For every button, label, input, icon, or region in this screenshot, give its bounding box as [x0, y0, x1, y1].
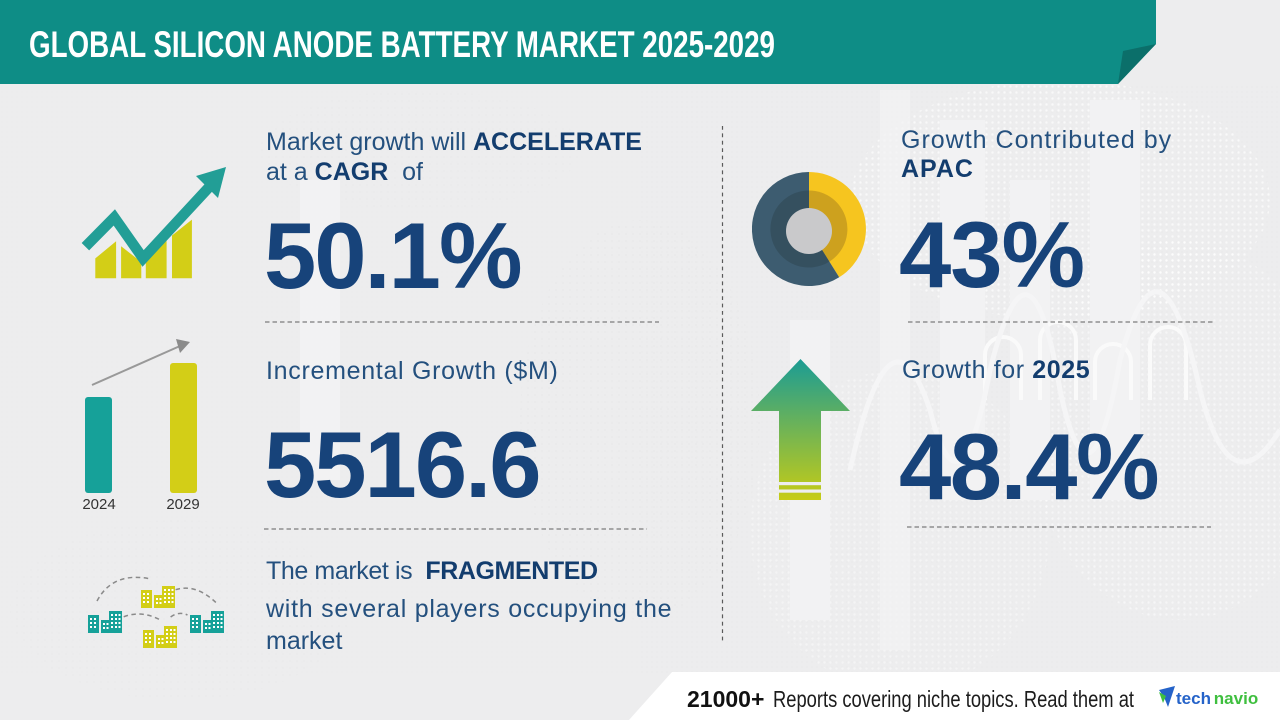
svg-text:tech: tech [1176, 689, 1211, 708]
svg-text:navio: navio [1214, 689, 1258, 708]
svg-text:2024: 2024 [82, 496, 115, 513]
svg-text:2029: 2029 [166, 496, 199, 513]
